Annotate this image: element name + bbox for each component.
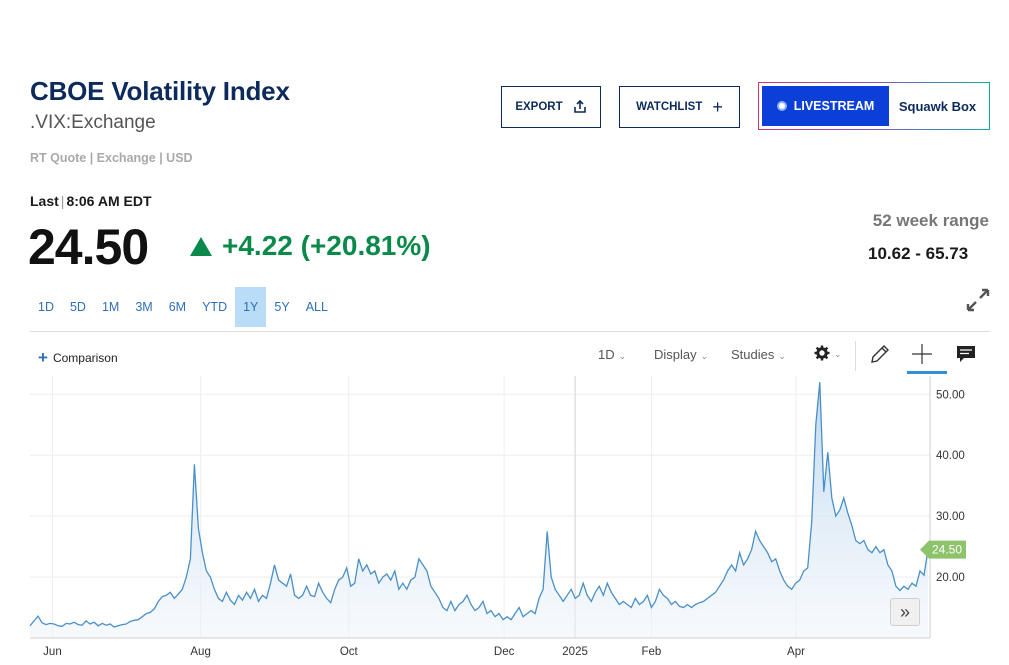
watchlist-label: WATCHLIST [636, 101, 703, 113]
chevron-down-icon: ⌄ [778, 350, 786, 361]
range-value: 10.62 - 65.73 [868, 244, 969, 263]
up-arrow-icon [190, 236, 212, 256]
toolbar-divider [855, 341, 856, 371]
studies-dropdown[interactable]: Studies ⌄ [731, 347, 786, 362]
price-change: +4.22 (+20.81%) [190, 230, 431, 262]
x-tick-label: Feb [642, 646, 662, 658]
period-6m[interactable]: 6M [168, 300, 187, 314]
symbol-label: .VIX:Exchange [30, 112, 156, 133]
price-chart[interactable]: 50.00 40.00 30.00 20.00 Jun Aug Oct Dec 2025 Feb… [0, 370, 1009, 665]
livestream-button[interactable]: LIVESTREAM [762, 86, 889, 126]
scroll-to-latest-button[interactable]: » [890, 598, 920, 626]
comparison-label: Comparison [52, 351, 118, 365]
last-price-tag: 24.50 [920, 540, 966, 559]
divider [30, 331, 990, 332]
chevron-down-icon: ⌄ [700, 350, 709, 361]
period-1y[interactable]: 1Y [235, 287, 267, 327]
double-chevron-right-icon: » [899, 601, 910, 622]
last-time: Last | 8:06 AM EDT [30, 193, 152, 209]
y-tick-label: 50.00 [936, 389, 965, 401]
chevron-down-icon: ⌄ [618, 350, 627, 361]
export-button[interactable]: EXPORT [501, 86, 601, 128]
x-tick-label: Dec [494, 646, 515, 658]
period-1d[interactable]: 1D [38, 300, 54, 314]
price-tag-shape [920, 540, 966, 559]
separator: | [60, 193, 65, 209]
series-area [30, 382, 928, 638]
interval-label: 1D [598, 347, 615, 362]
display-dropdown[interactable]: Display ⌄ [654, 347, 708, 362]
livestream-box: LIVESTREAM Squawk Box [758, 82, 990, 130]
last-label: Last [30, 193, 59, 209]
expand-icon[interactable] [964, 286, 992, 314]
squawk-box-link[interactable]: Squawk Box [898, 98, 977, 114]
y-tick-label: 40.00 [936, 450, 965, 462]
period-1m[interactable]: 1M [101, 300, 120, 314]
export-label: EXPORT [515, 101, 563, 113]
x-tick-label: Aug [190, 646, 210, 658]
watchlist-button[interactable]: WATCHLIST + [619, 86, 740, 128]
last-price: 24.50 [28, 219, 149, 275]
plus-icon: + [712, 97, 723, 117]
page-title: CBOE Volatility Index [30, 76, 290, 106]
settings-dropdown[interactable]: ⌄ [814, 345, 842, 361]
period-ytd[interactable]: YTD [202, 300, 228, 314]
y-tick-label: 20.00 [936, 572, 965, 584]
x-tick-label: Oct [340, 646, 359, 658]
comment-icon[interactable] [955, 343, 977, 365]
change-value: +4.22 (+20.81%) [222, 230, 431, 261]
comparison-button[interactable]: + Comparison [38, 343, 118, 373]
range-label: 52 week range [872, 211, 989, 230]
livestream-label: LIVESTREAM [793, 99, 875, 113]
quote-time: 8:06 AM EDT [66, 193, 152, 209]
period-5y[interactable]: 5Y [274, 300, 290, 314]
gear-icon [814, 345, 830, 361]
share-icon [573, 100, 586, 113]
period-all[interactable]: ALL [305, 300, 328, 314]
plus-icon: + [38, 348, 48, 367]
x-tick-label: Apr [787, 646, 805, 658]
crosshair-icon[interactable] [911, 343, 933, 365]
period-5d[interactable]: 5D [69, 300, 86, 314]
y-tick-label: 30.00 [936, 511, 965, 523]
interval-dropdown[interactable]: 1D ⌄ [598, 347, 626, 362]
pencil-icon[interactable] [869, 343, 891, 365]
x-tick-label: 2025 [562, 646, 588, 658]
x-tick-label: Jun [43, 646, 62, 658]
studies-label: Studies [731, 347, 775, 362]
active-tool-indicator [907, 371, 947, 374]
quote-meta: RT Quote | Exchange | USD [30, 151, 193, 165]
series-line [29, 382, 929, 628]
period-3m[interactable]: 3M [135, 300, 153, 314]
live-dot-icon [776, 101, 787, 111]
chevron-down-icon: ⌄ [834, 349, 842, 359]
display-label: Display [654, 347, 697, 362]
period-selector: 1D 5D 1M 3M 6M YTD 1Y 5Y ALL [30, 287, 336, 327]
price-tag-label: 24.50 [932, 543, 962, 557]
